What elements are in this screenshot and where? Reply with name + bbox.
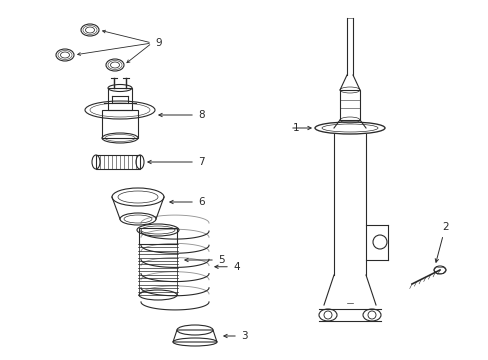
Text: 9: 9 bbox=[155, 38, 162, 48]
Text: 6: 6 bbox=[198, 197, 204, 207]
Bar bbox=[108, 88, 132, 110]
Bar bbox=[139, 228, 177, 244]
Text: 7: 7 bbox=[198, 157, 204, 167]
Text: 8: 8 bbox=[198, 110, 204, 120]
Bar bbox=[102, 110, 138, 138]
Bar bbox=[96, 155, 140, 169]
Bar bbox=[339, 90, 359, 120]
Text: 2: 2 bbox=[434, 222, 447, 262]
Text: 1: 1 bbox=[292, 123, 299, 133]
Text: 3: 3 bbox=[241, 331, 247, 341]
Text: 5: 5 bbox=[218, 255, 224, 265]
Text: 4: 4 bbox=[232, 262, 239, 272]
